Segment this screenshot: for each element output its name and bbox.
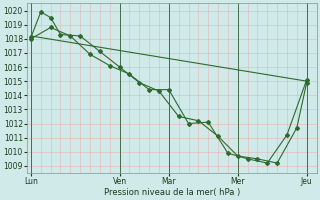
X-axis label: Pression niveau de la mer( hPa ): Pression niveau de la mer( hPa ) — [104, 188, 240, 197]
